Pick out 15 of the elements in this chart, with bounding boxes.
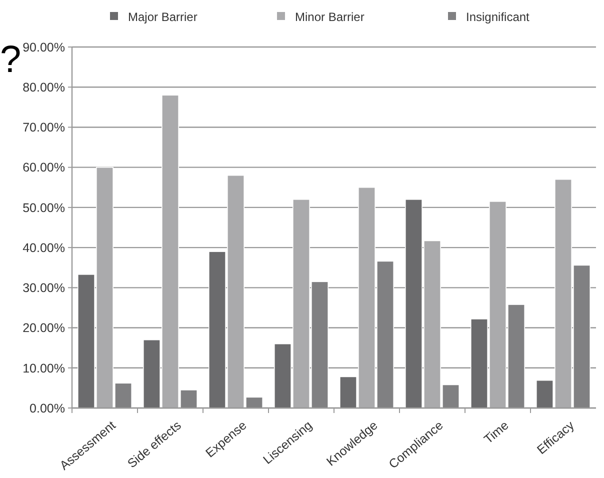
y-tick-label: 80.00% [22,80,65,94]
y-tick-label: 90.00% [22,40,65,54]
y-tick-label: 0.00% [30,401,65,416]
y-tick-label: 70.00% [22,120,65,135]
text: ? [0,39,22,81]
y-tick-label: 10.00% [22,361,65,376]
y-tick-label: 30.00% [22,281,65,296]
y-tick-label: 20.00% [22,321,65,336]
x-tick-label: Time [481,418,512,447]
y-tick-label: 50.00% [22,200,65,215]
legend-label: Insignificant [466,10,530,24]
y-tick-label: 60.00% [22,160,65,175]
y-tick-label: 40.00% [22,240,65,255]
legend-label: Minor Barrier [295,10,364,24]
legend-label: Major Barrier [128,10,198,24]
